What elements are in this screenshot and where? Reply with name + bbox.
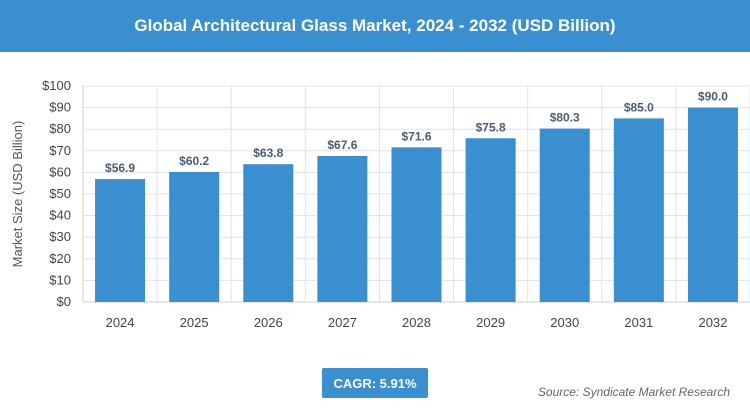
bar-value-label: $60.2	[179, 154, 209, 168]
y-tick-label: $50	[49, 186, 71, 201]
y-tick-label: $0	[57, 294, 71, 309]
bar	[391, 147, 442, 302]
x-tick-label: 2029	[476, 315, 505, 330]
y-tick-label: $30	[49, 229, 71, 244]
bar	[539, 128, 590, 302]
y-tick-label: $70	[49, 143, 71, 158]
bar-chart: $0 $10 $20 $30 $40 $50 $60 $70 $80 $90 $100 2024 202…	[10, 78, 750, 330]
y-axis-label: Market Size (USD Billion)	[10, 121, 25, 268]
bar-value-label: $75.8	[476, 120, 506, 134]
x-tick-label: 2031	[624, 315, 653, 330]
x-tick-label: 2025	[180, 315, 209, 330]
bar	[243, 164, 294, 302]
axes: $0 $10 $20 $30 $40 $50 $60 $70 $80 $90 $100 2024 202…	[42, 78, 750, 330]
x-tick-label: 2030	[550, 315, 579, 330]
bar-value-label: $80.3	[550, 111, 580, 125]
bar-value-label: $90.0	[698, 90, 728, 104]
bar	[687, 107, 738, 302]
chart-title: Global Architectural Glass Market, 2024 …	[0, 0, 750, 52]
source-note: Source: Syndicate Market Research	[537, 385, 730, 399]
x-tick-label: 2026	[254, 315, 283, 330]
cagr-badge: CAGR: 5.91%	[322, 368, 428, 398]
bar	[95, 179, 146, 302]
bars	[95, 107, 738, 303]
bar-value-label: $71.6	[401, 129, 431, 143]
y-tick-label: $60	[49, 164, 71, 179]
y-tick-label: $90	[49, 100, 71, 115]
bar	[317, 155, 368, 302]
bar-value-label: $56.9	[105, 161, 135, 175]
data-labels: $56.9 $60.2 $63.8 $67.6 $71.6 $75.8 $80.3 $85.0…	[105, 90, 728, 175]
y-tick-label: $80	[49, 121, 71, 136]
y-tick-label: $10	[49, 272, 71, 287]
y-tick-label: $20	[49, 251, 71, 266]
bar	[465, 138, 516, 302]
bar	[613, 118, 664, 303]
x-tick-label: 2028	[402, 315, 431, 330]
bar-value-label: $63.8	[253, 146, 283, 160]
y-tick-label: $100	[42, 78, 71, 93]
x-tick-label: 2024	[106, 315, 135, 330]
x-tick-label: 2032	[698, 315, 727, 330]
x-tick-label: 2027	[328, 315, 357, 330]
bar-value-label: $67.6	[327, 138, 357, 152]
bar-value-label: $85.0	[624, 100, 654, 114]
bar	[169, 171, 220, 302]
y-tick-label: $40	[49, 208, 71, 223]
